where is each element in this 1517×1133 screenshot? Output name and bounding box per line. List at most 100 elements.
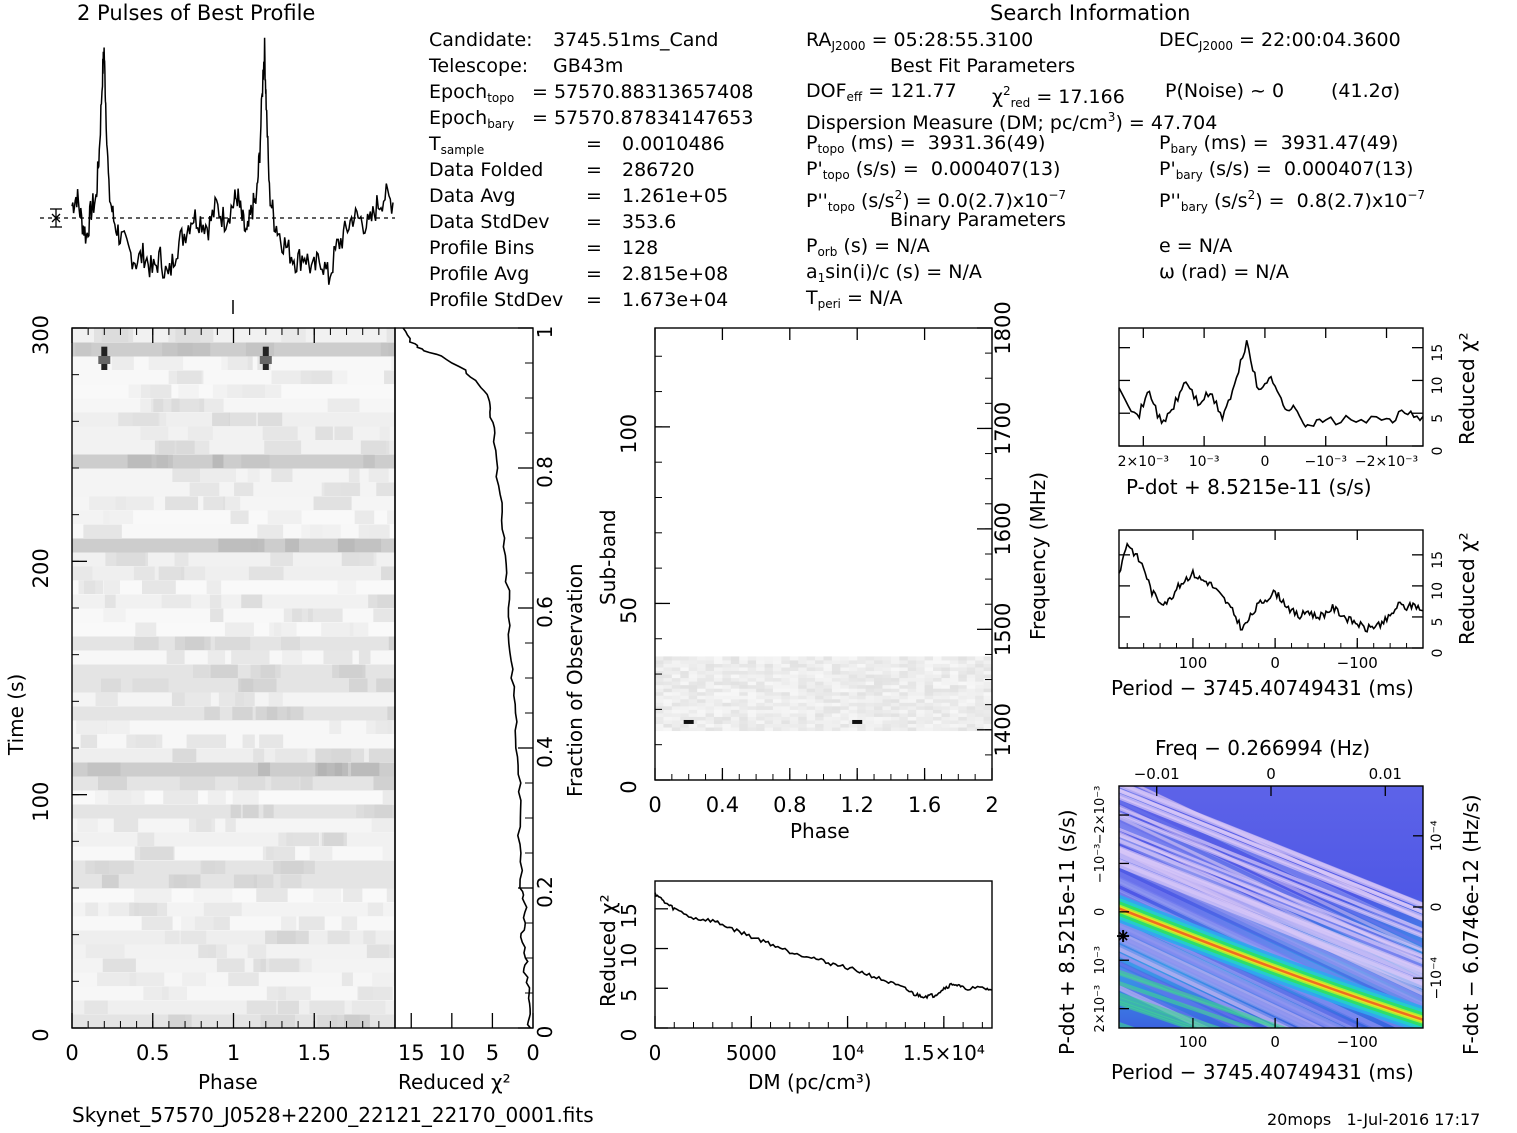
subband-cell (815, 684, 824, 689)
subband-cell (756, 677, 766, 682)
subband-cell (840, 695, 850, 700)
subband-cell (874, 723, 883, 728)
subband-cell (688, 688, 698, 693)
subband-cell (789, 656, 799, 661)
subband-y2tick-label: 1600 (991, 502, 1015, 555)
subband-cell (806, 677, 816, 682)
subband-cell (924, 684, 934, 689)
subband-cell (857, 695, 867, 700)
subband-cell (671, 667, 681, 672)
time-phase-cell (382, 790, 395, 804)
subband-cell (924, 723, 934, 728)
subband-cell (705, 667, 715, 672)
subband-cell (722, 716, 732, 721)
subband-cell (831, 712, 841, 717)
subband-cell (697, 705, 707, 710)
subband-cell (958, 712, 968, 717)
subband-cell (890, 677, 900, 682)
subband-cell (663, 684, 673, 689)
subband-cell (781, 702, 791, 707)
subband-cell (697, 695, 707, 700)
pplane-y2label: F-dot − 6.0746e-12 (Hz/s) (1459, 794, 1483, 1055)
subband-cell (713, 670, 723, 675)
subband-cell (966, 705, 976, 710)
subband-cell (680, 698, 690, 703)
subband-cell (663, 667, 673, 672)
subband-cell (916, 709, 926, 714)
chi2-field: χ2red = 17.166 (992, 84, 1125, 110)
subband-cell (882, 716, 892, 721)
subband-cell (680, 709, 690, 714)
time-phase-cell (270, 552, 293, 566)
subband-cell (933, 709, 942, 714)
subband-cell (933, 670, 942, 675)
subband-cell (722, 727, 732, 732)
pplane-band (1119, 907, 1423, 1022)
subband-cell (722, 674, 732, 679)
time-phase-cell (348, 538, 382, 552)
subband-cell (941, 698, 951, 703)
subband-cell (916, 691, 926, 696)
subband-cell (890, 667, 900, 672)
subband-cell (958, 702, 968, 707)
subband-cell (890, 659, 900, 664)
subband-cell (705, 656, 715, 661)
subband-cell (857, 727, 867, 732)
time-phase-cell (331, 748, 365, 762)
subband-cell (907, 709, 917, 714)
subband-cell (815, 702, 824, 707)
time-phase-cell (367, 902, 384, 916)
subband-cell (958, 695, 968, 700)
dm-xtick-label: 0 (649, 1041, 662, 1065)
tperi-field: Tperi = N/A (806, 287, 903, 311)
pplane-ytick-label: 10⁻³ (1093, 946, 1108, 975)
dm-ytick-label: 5 (617, 989, 641, 1002)
subband-cell (933, 667, 942, 672)
subband-cell (688, 723, 698, 728)
pplane-y2tick-label: 10⁻⁴ (1429, 820, 1445, 851)
subband-cell (722, 698, 732, 703)
subband-cell (722, 659, 732, 664)
subband-cell (730, 659, 740, 664)
subband-cell (966, 695, 976, 700)
time-phase-cell (184, 692, 211, 706)
time-phase-cell (203, 902, 242, 916)
subband-cell (772, 702, 782, 707)
time-phase-cell (313, 496, 352, 510)
subband-cell (899, 712, 909, 717)
subband-cell (688, 656, 698, 661)
subband-cell (924, 698, 934, 703)
subband-cell (764, 695, 774, 700)
subband-cell (798, 702, 808, 707)
subband-cell (655, 702, 664, 707)
time-phase-cell (104, 580, 120, 594)
time-phase-cell (298, 916, 325, 930)
subband-cell (983, 667, 992, 672)
subband-cell (789, 723, 799, 728)
ra-field: RAJ2000 = 05:28:55.3100 (806, 29, 1034, 53)
subband-cell (823, 681, 833, 686)
subband-cell (671, 695, 681, 700)
pplane-streak (1119, 981, 1218, 1028)
subband-cell (916, 674, 926, 679)
subband-cell (713, 688, 723, 693)
subband-cell (831, 709, 841, 714)
subband-cell (756, 684, 766, 689)
subband-cell (722, 712, 732, 717)
subband-cell (916, 677, 926, 682)
subband-cell (663, 702, 673, 707)
subband-cell (983, 727, 992, 732)
subband-cell (663, 688, 673, 693)
subband-cell (874, 674, 883, 679)
time-phase-cell (212, 412, 230, 426)
subband-cell (882, 719, 892, 724)
chi2-time-xlabel: Reduced χ² (398, 1070, 511, 1094)
subband-cell (949, 688, 959, 693)
subband-cell (705, 688, 715, 693)
subband-cell (713, 698, 723, 703)
dm-xtick-label: 1.5×10⁴ (903, 1041, 985, 1065)
pplane-x2tick-label: −0.01 (1134, 765, 1180, 783)
subband-cell (882, 677, 892, 682)
subband-cell (764, 705, 774, 710)
subband-cell (798, 656, 808, 661)
